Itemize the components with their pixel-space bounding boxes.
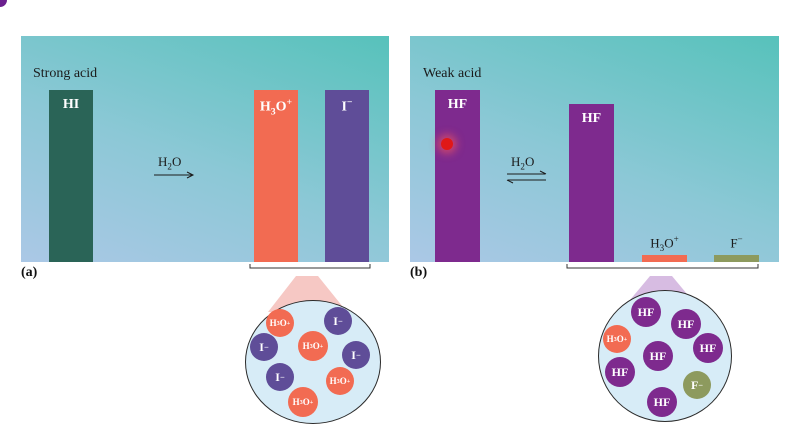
fluoride-small-label: F− xyxy=(730,234,743,251)
iodide-bar: I− xyxy=(325,90,369,262)
h3o-molecule: H 3 O + xyxy=(288,387,318,417)
hydronium-small-label: H3O+ xyxy=(650,234,679,253)
arrow-label-a: H2O xyxy=(158,154,182,172)
panel-b-tag: (b) xyxy=(410,265,428,280)
panel-a-tag: (a) xyxy=(21,265,38,280)
hf-initial-bar: HF xyxy=(435,90,480,262)
hf-molecule: HF xyxy=(643,341,673,371)
h3o-molecule: H 3 O + xyxy=(298,331,328,361)
forward-arrow-icon xyxy=(154,171,195,179)
i-molecule: I − xyxy=(250,333,278,361)
hf-molecule: HF xyxy=(631,297,661,327)
h3o-molecule: H 3 O + xyxy=(326,367,354,395)
bracket-a xyxy=(249,264,371,269)
i-molecule: I − xyxy=(324,307,352,335)
h3o-molecule: H 3 O + xyxy=(266,309,294,337)
hf-molecule: HF xyxy=(671,309,701,339)
equilibrium-arrow-icon xyxy=(506,170,547,184)
hf-molecule: HF xyxy=(693,333,723,363)
strong-acid-inset: H 3 O + I − I − H 3 O + I − I − H 3 O + H 3 O + xyxy=(245,300,381,424)
hydronium-bar: H3O+ xyxy=(254,90,298,262)
hf-molecule: HF xyxy=(605,357,635,387)
hf-molecule: HF xyxy=(647,387,677,417)
strong-acid-title: Strong acid xyxy=(33,66,98,81)
weak-acid-panel: Weak acid HF H2O HF H3O+ F− xyxy=(410,36,779,262)
bracket-b xyxy=(566,264,759,269)
f-molecule: F − xyxy=(683,371,711,399)
hi-bar: HI xyxy=(49,90,93,262)
corner-dot xyxy=(0,0,7,7)
hf-initial-bar-label: HF xyxy=(447,97,468,112)
weak-acid-inset: HF HF H 3 O + HF HF HF F − HF xyxy=(598,290,732,422)
arrow-label-b: H2O xyxy=(511,154,535,172)
i-molecule: I − xyxy=(266,363,294,391)
hf-equilibrium-bar-label: HF xyxy=(581,111,602,126)
iodide-bar-label: I− xyxy=(341,97,353,115)
strong-acid-panel: Strong acid HI H2O H3O+ I− xyxy=(21,36,389,262)
i-molecule: I − xyxy=(342,341,370,369)
weak-acid-title: Weak acid xyxy=(423,66,482,81)
hi-bar-label: HI xyxy=(62,97,80,112)
recording-indicator-icon xyxy=(441,138,453,150)
hydronium-small-bar xyxy=(642,255,687,262)
fluoride-small-bar xyxy=(714,255,759,262)
h3o-molecule: H 3 O + xyxy=(603,325,631,353)
hf-equilibrium-bar: HF xyxy=(569,104,614,262)
hydronium-bar-label: H3O+ xyxy=(259,97,293,118)
